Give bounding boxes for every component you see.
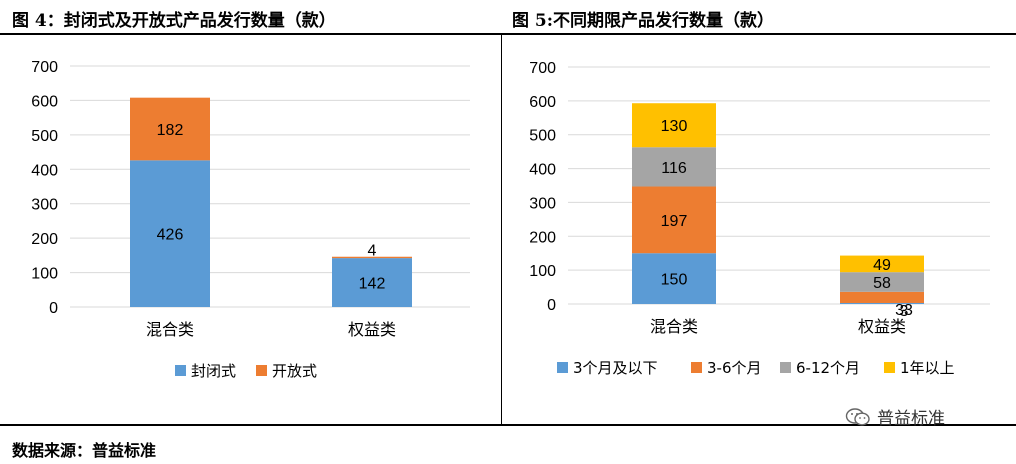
- data-label: 142: [359, 276, 386, 293]
- bar-segment: [130, 160, 210, 307]
- data-label: 182: [157, 122, 184, 139]
- y-tick-label: 700: [529, 60, 556, 77]
- bar-segment: [840, 255, 924, 273]
- data-label: 130: [661, 118, 688, 135]
- watermark: 普益标准: [845, 404, 945, 429]
- x-category-label: 混合类: [650, 317, 698, 336]
- bar-segment: [632, 147, 716, 187]
- legend-label: 1年以上: [900, 359, 955, 377]
- bottom-rule: [0, 424, 1016, 426]
- bar-segment: [632, 103, 716, 148]
- y-tick-label: 700: [31, 59, 58, 76]
- y-tick-label: 200: [529, 229, 556, 246]
- data-label: 426: [157, 227, 184, 244]
- data-source: 数据来源：普益标准: [12, 441, 157, 460]
- bar-segment: [632, 253, 716, 304]
- legend-label: 封闭式: [191, 362, 236, 380]
- panel-divider: [501, 35, 502, 424]
- legend-swatch: [175, 365, 186, 376]
- wechat-icon: [845, 407, 870, 426]
- y-tick-label: 200: [31, 231, 58, 248]
- data-label: 58: [873, 275, 891, 292]
- x-category-label: 权益类: [858, 317, 906, 336]
- bar-segment: [332, 256, 412, 259]
- y-tick-label: 400: [31, 162, 58, 179]
- data-label: 116: [661, 160, 687, 177]
- x-category-label: 权益类: [348, 320, 396, 339]
- data-label: 49: [873, 257, 891, 274]
- legend-label: 3-6个月: [707, 359, 762, 377]
- bar-segment: [840, 272, 924, 292]
- bar-segment: [632, 186, 716, 254]
- x-category-label: 混合类: [146, 320, 194, 339]
- y-tick-label: 0: [547, 297, 556, 314]
- data-label: 3: [900, 303, 909, 320]
- y-tick-label: 100: [529, 263, 556, 280]
- y-tick-label: 100: [31, 266, 58, 283]
- chart-title-left: 图 4：封闭式及开放式产品发行数量（款）: [12, 11, 336, 31]
- legend-swatch: [884, 362, 895, 373]
- y-tick-label: 400: [529, 162, 556, 179]
- bar-segment: [130, 97, 210, 161]
- legend-swatch: [256, 365, 267, 376]
- y-tick-label: 300: [31, 197, 58, 214]
- bar-segment: [840, 302, 924, 304]
- legend-swatch: [691, 362, 702, 373]
- data-label: 4: [368, 243, 377, 260]
- data-label: 197: [661, 213, 688, 230]
- y-tick-label: 500: [529, 128, 556, 145]
- y-tick-label: 600: [529, 94, 556, 111]
- chart-title-right: 图 5:不同期限产品发行数量（款）: [512, 11, 775, 31]
- data-label: 150: [661, 272, 688, 289]
- legend-swatch: [780, 362, 791, 373]
- watermark-text: 普益标准: [877, 409, 945, 429]
- y-tick-label: 300: [529, 195, 556, 212]
- y-tick-label: 600: [31, 93, 58, 110]
- legend-swatch: [557, 362, 568, 373]
- y-tick-label: 500: [31, 128, 58, 145]
- top-rule: [0, 33, 1016, 35]
- bar-segment: [840, 291, 924, 303]
- legend-label: 开放式: [272, 362, 317, 380]
- y-tick-label: 0: [49, 300, 58, 317]
- legend-label: 6-12个月: [796, 359, 860, 377]
- data-label: 33: [895, 302, 913, 319]
- legend-label: 3个月及以下: [573, 359, 658, 377]
- bar-segment: [332, 258, 412, 307]
